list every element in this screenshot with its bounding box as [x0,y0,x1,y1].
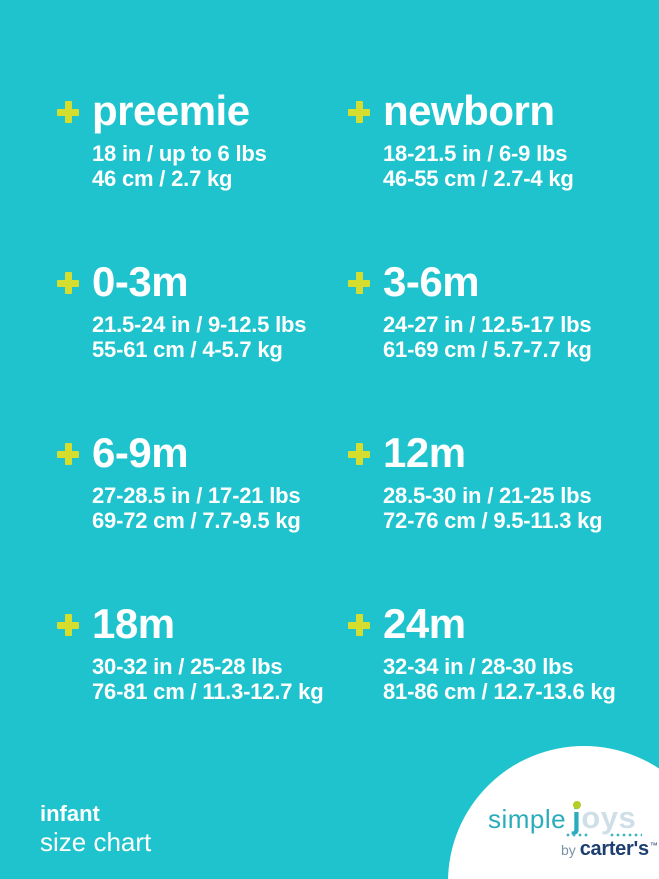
size-detail-metric: 61-69 cm / 5.7-7.7 kg [383,337,592,363]
size-name: 12m [383,429,466,476]
size-detail-imperial: 21.5-24 in / 9-12.5 lbs [92,312,307,338]
chart-title: infant size chart [40,801,151,857]
size-entry-12m: 12m 28.5-30 in / 21-25 lbs 72-76 cm / 9.… [348,429,632,601]
size-entry-0-3m: 0-3m 21.5-24 in / 9-12.5 lbs 55-61 cm / … [57,258,348,430]
brand-word-oys: oys [581,800,637,835]
chart-title-label: size chart [40,827,152,857]
size-detail-metric: 69-72 cm / 7.7-9.5 kg [92,508,301,534]
chart-title-category: infant [40,801,100,826]
size-name: 18m [92,600,175,647]
size-detail-metric: 46-55 cm / 2.7-4 kg [383,166,574,192]
size-detail-imperial: 28.5-30 in / 21-25 lbs [383,483,592,509]
dotted-underline-right-icon [609,833,642,837]
size-name: 24m [383,600,466,647]
byline-carters: carter's [579,838,649,860]
plus-icon [348,443,370,465]
plus-icon [348,272,370,294]
brand-wordmark: simple j oys [488,800,636,836]
size-name: preemie [92,87,250,134]
size-entry-preemie: preemie 18 in / up to 6 lbs 46 cm / 2.7 … [57,87,348,259]
plus-icon [348,101,370,123]
size-entry-18m: 18m 30-32 in / 25-28 lbs 76-81 cm / 11.3… [57,600,348,772]
plus-icon [348,614,370,636]
size-name: 0-3m [92,258,189,305]
plus-icon [57,101,79,123]
plus-icon [57,614,79,636]
brand-letter-j: j [572,800,582,835]
size-entry-3-6m: 3-6m 24-27 in / 12.5-17 lbs 61-69 cm / 5… [348,258,632,430]
size-entry-6-9m: 6-9m 27-28.5 in / 17-21 lbs 69-72 cm / 7… [57,429,348,601]
trademark-icon: ™ [649,841,658,850]
size-name: newborn [383,87,555,134]
size-detail-metric: 76-81 cm / 11.3-12.7 kg [92,679,324,705]
size-detail-metric: 81-86 cm / 12.7-13.6 kg [383,679,616,705]
j-dot-icon [573,801,582,809]
size-detail-metric: 55-61 cm / 4-5.7 kg [92,337,283,363]
plus-icon [57,272,79,294]
plus-icon [57,443,79,465]
size-detail-imperial: 18-21.5 in / 6-9 lbs [383,141,568,167]
size-entry-24m: 24m 32-34 in / 28-30 lbs 81-86 cm / 12.7… [348,600,632,772]
size-name: 6-9m [92,429,189,476]
size-detail-imperial: 32-34 in / 28-30 lbs [383,654,574,680]
dotted-underline-left-icon [565,833,590,837]
size-grid: preemie 18 in / up to 6 lbs 46 cm / 2.7 … [57,87,632,772]
byline-by: by [561,842,580,858]
size-name: 3-6m [383,258,480,305]
size-detail-metric: 46 cm / 2.7 kg [92,166,233,192]
size-detail-imperial: 27-28.5 in / 17-21 lbs [92,483,301,509]
size-entry-newborn: newborn 18-21.5 in / 6-9 lbs 46-55 cm / … [348,87,632,259]
size-detail-imperial: 30-32 in / 25-28 lbs [92,654,283,680]
brand-byline: by carter's ™ [561,838,658,861]
brand-word-simple: simple [488,804,567,834]
size-detail-imperial: 18 in / up to 6 lbs [92,141,267,167]
size-detail-metric: 72-76 cm / 9.5-11.3 kg [383,508,603,534]
size-detail-imperial: 24-27 in / 12.5-17 lbs [383,312,592,338]
